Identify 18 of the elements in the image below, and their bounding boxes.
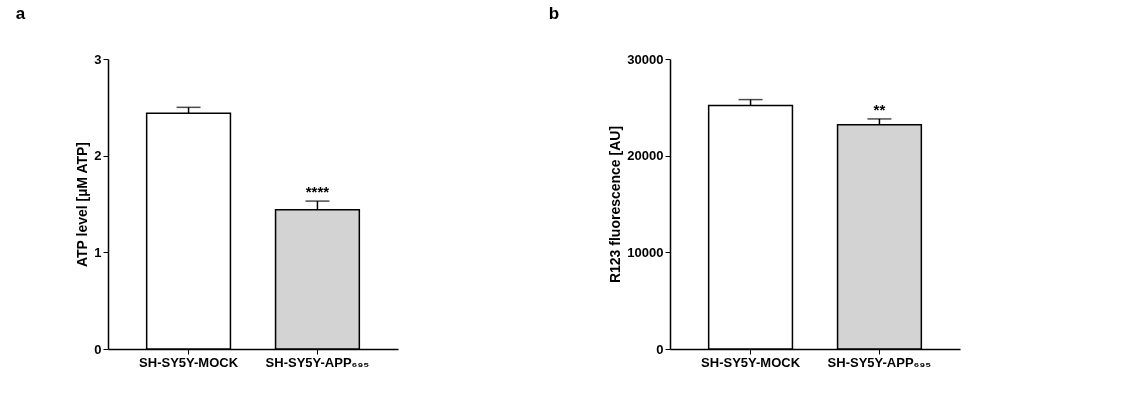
y-axis-title: ATP level [µM ATP]	[74, 141, 91, 268]
x-tick-label: SH-SY5Y-APP₆₉₅	[827, 354, 932, 370]
y-tick-label: 3	[94, 51, 102, 67]
y-tick-label: 30000	[627, 51, 664, 67]
y-tick-label: 10000	[627, 244, 664, 260]
y-tick-label: 0	[94, 341, 102, 357]
annotation: **	[873, 100, 886, 118]
annotation: ****	[305, 183, 330, 201]
y-tick-label: 0	[656, 341, 664, 357]
y-axis-title: R123 fluorescence [AU]	[607, 125, 624, 284]
chart-title: a	[15, 4, 26, 23]
chart-title: b	[548, 4, 560, 23]
y-tick-label: 1	[94, 244, 102, 260]
y-tick-label: 20000	[627, 148, 664, 164]
x-tick-label: SH-SY5Y-APP₆₉₅	[265, 354, 370, 370]
x-tick-label: SH-SY5Y-MOCK	[139, 354, 239, 370]
y-tick-label: 2	[94, 148, 102, 164]
x-tick-label: SH-SY5Y-MOCK	[701, 354, 801, 370]
